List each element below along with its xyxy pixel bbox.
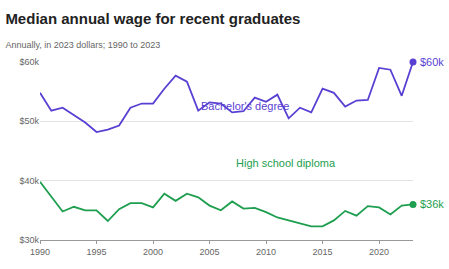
svg-text:2010: 2010 — [256, 247, 276, 257]
svg-text:1990: 1990 — [30, 247, 50, 257]
svg-text:$60k: $60k — [19, 57, 39, 67]
svg-text:$60k: $60k — [420, 56, 444, 68]
svg-text:Median annual wage for recent: Median annual wage for recent graduates — [5, 10, 300, 27]
svg-text:$40k: $40k — [19, 176, 39, 186]
svg-text:2000: 2000 — [143, 247, 163, 257]
svg-text:$30k: $30k — [19, 235, 39, 245]
svg-text:2015: 2015 — [313, 247, 333, 257]
svg-text:$50k: $50k — [19, 116, 39, 126]
svg-text:2020: 2020 — [369, 247, 389, 257]
svg-text:High school diploma: High school diploma — [236, 157, 336, 169]
svg-text:1995: 1995 — [87, 247, 107, 257]
svg-text:$36k: $36k — [420, 198, 444, 210]
svg-text:Bachelor's degree: Bachelor's degree — [201, 100, 289, 112]
svg-text:Annually, in 2023 dollars; 199: Annually, in 2023 dollars; 1990 to 2023 — [5, 40, 160, 50]
svg-text:2005: 2005 — [200, 247, 220, 257]
